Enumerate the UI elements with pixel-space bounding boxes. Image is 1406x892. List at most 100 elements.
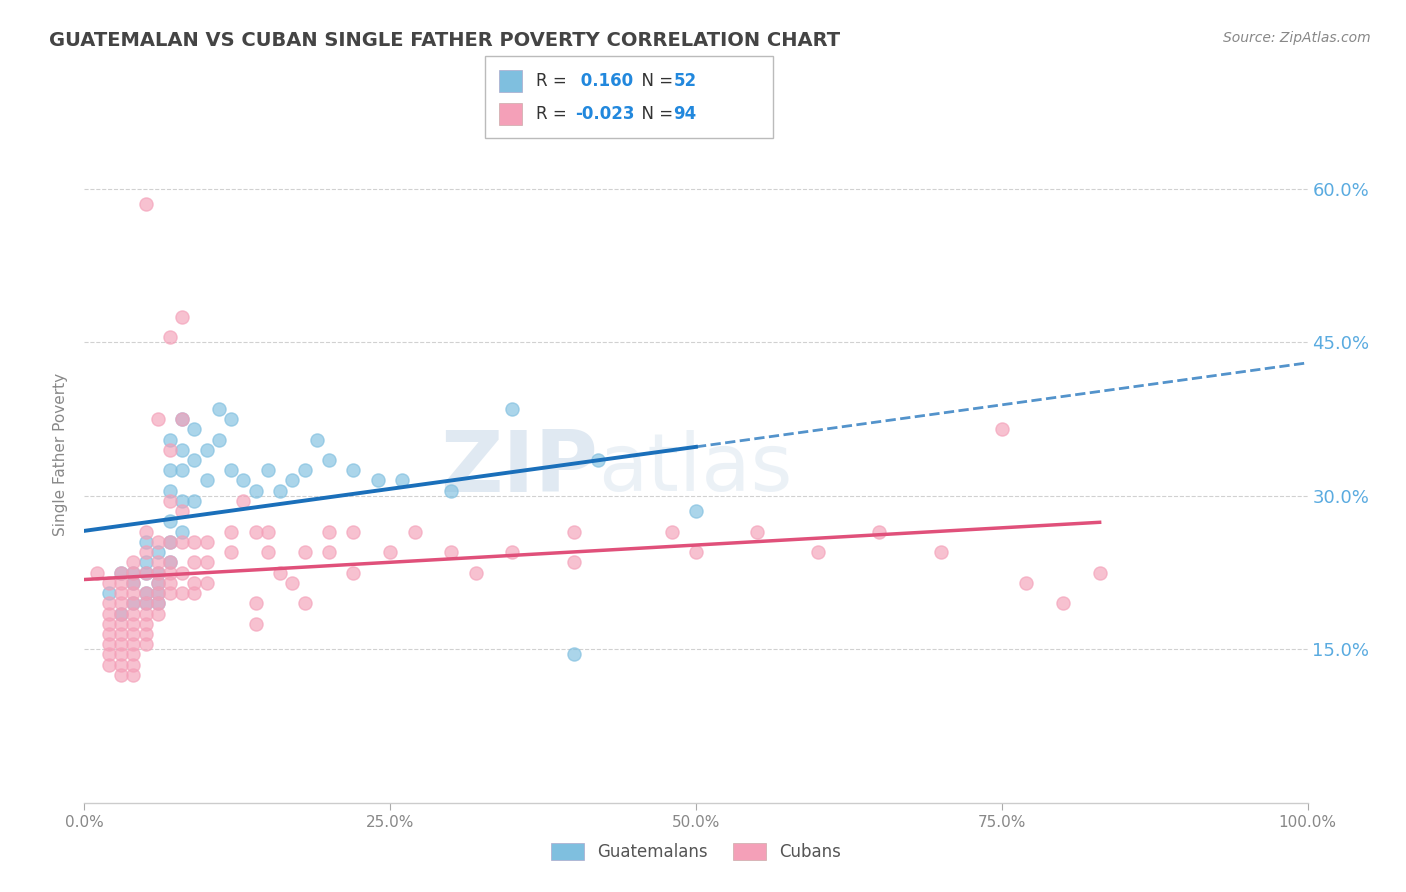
Point bbox=[122, 648, 145, 662]
Point bbox=[172, 412, 194, 426]
Point bbox=[159, 566, 181, 580]
Point bbox=[110, 648, 132, 662]
Point bbox=[294, 545, 316, 559]
Point bbox=[97, 575, 120, 590]
Text: ZIP: ZIP bbox=[440, 427, 598, 510]
Text: N =: N = bbox=[631, 105, 679, 123]
Point bbox=[110, 575, 132, 590]
Point bbox=[281, 575, 304, 590]
Point bbox=[122, 668, 145, 682]
Point bbox=[172, 442, 194, 457]
Point bbox=[135, 627, 157, 641]
Point bbox=[661, 524, 683, 539]
Point bbox=[195, 534, 218, 549]
Point bbox=[110, 657, 132, 672]
Point bbox=[172, 494, 194, 508]
Point bbox=[110, 607, 132, 621]
Point bbox=[146, 534, 169, 549]
Point bbox=[269, 483, 291, 498]
Point bbox=[195, 474, 218, 488]
Point bbox=[135, 596, 157, 610]
Point bbox=[502, 401, 524, 416]
Point bbox=[135, 586, 157, 600]
Point bbox=[86, 566, 108, 580]
Point bbox=[172, 463, 194, 477]
Point bbox=[159, 555, 181, 569]
Text: GUATEMALAN VS CUBAN SINGLE FATHER POVERTY CORRELATION CHART: GUATEMALAN VS CUBAN SINGLE FATHER POVERT… bbox=[49, 31, 841, 50]
Point bbox=[159, 494, 181, 508]
Point bbox=[122, 555, 145, 569]
Point bbox=[747, 524, 769, 539]
Point bbox=[159, 575, 181, 590]
Point bbox=[380, 545, 402, 559]
Point bbox=[257, 463, 280, 477]
Point bbox=[685, 504, 707, 518]
Point bbox=[122, 566, 145, 580]
Legend: Guatemalans, Cubans: Guatemalans, Cubans bbox=[544, 836, 848, 868]
Point bbox=[110, 627, 132, 641]
Point bbox=[183, 555, 205, 569]
Point bbox=[183, 534, 205, 549]
Point bbox=[208, 433, 231, 447]
Y-axis label: Single Father Poverty: Single Father Poverty bbox=[53, 374, 69, 536]
Point bbox=[391, 474, 413, 488]
Point bbox=[195, 442, 218, 457]
Point bbox=[257, 545, 280, 559]
Point bbox=[135, 197, 157, 211]
Point bbox=[122, 575, 145, 590]
Point bbox=[245, 483, 267, 498]
Text: atlas: atlas bbox=[598, 430, 793, 508]
Point bbox=[159, 515, 181, 529]
Point bbox=[219, 463, 242, 477]
Text: R =: R = bbox=[536, 72, 572, 90]
Point bbox=[146, 586, 169, 600]
Point bbox=[172, 524, 194, 539]
Point bbox=[991, 422, 1014, 436]
Point bbox=[929, 545, 952, 559]
Point bbox=[183, 586, 205, 600]
Point bbox=[135, 555, 157, 569]
Point bbox=[146, 575, 169, 590]
Text: 94: 94 bbox=[673, 105, 697, 123]
Point bbox=[342, 566, 364, 580]
Point bbox=[440, 483, 463, 498]
Point bbox=[146, 596, 169, 610]
Point bbox=[281, 474, 304, 488]
Point bbox=[562, 555, 585, 569]
Point bbox=[183, 494, 205, 508]
Point bbox=[464, 566, 486, 580]
Point bbox=[146, 566, 169, 580]
Point bbox=[159, 483, 181, 498]
Point bbox=[135, 566, 157, 580]
Point bbox=[269, 566, 291, 580]
Point bbox=[97, 596, 120, 610]
Point bbox=[685, 545, 707, 559]
Point bbox=[135, 534, 157, 549]
Point bbox=[159, 555, 181, 569]
Point bbox=[110, 668, 132, 682]
Point bbox=[1088, 566, 1111, 580]
Point bbox=[122, 586, 145, 600]
Point bbox=[122, 627, 145, 641]
Point bbox=[586, 453, 609, 467]
Point bbox=[135, 545, 157, 559]
Point bbox=[135, 524, 157, 539]
Point bbox=[440, 545, 463, 559]
Point bbox=[122, 596, 145, 610]
Text: N =: N = bbox=[631, 72, 679, 90]
Point bbox=[219, 545, 242, 559]
Point bbox=[245, 616, 267, 631]
Point bbox=[219, 412, 242, 426]
Point bbox=[562, 524, 585, 539]
Point bbox=[97, 648, 120, 662]
Point bbox=[97, 637, 120, 651]
Point bbox=[110, 566, 132, 580]
Point bbox=[110, 586, 132, 600]
Point bbox=[807, 545, 830, 559]
Point bbox=[122, 596, 145, 610]
Point bbox=[172, 566, 194, 580]
Point bbox=[294, 463, 316, 477]
Point bbox=[183, 575, 205, 590]
Point bbox=[183, 453, 205, 467]
Point bbox=[146, 607, 169, 621]
